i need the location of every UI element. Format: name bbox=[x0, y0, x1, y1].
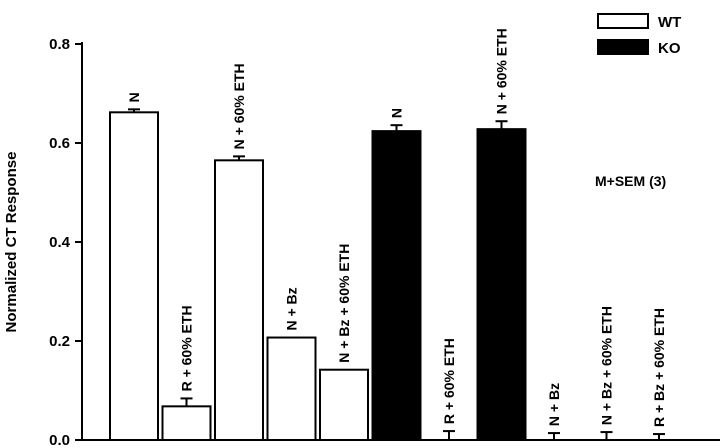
bar-ko bbox=[476, 128, 527, 441]
bar-label: N + Bz bbox=[546, 383, 562, 426]
bars: N R + 60% ETH N + 60% ETH N + Bz N + Bz + 60… bbox=[109, 28, 667, 441]
y-tick-label: 0.2 bbox=[49, 333, 70, 350]
legend-swatch-ko bbox=[597, 39, 649, 55]
legend-label-ko: KO bbox=[658, 40, 681, 57]
bar-wt bbox=[266, 336, 317, 441]
y-tick-label: 0.4 bbox=[49, 234, 71, 251]
bar-label: N + Bz bbox=[284, 287, 300, 330]
bar-wt bbox=[214, 159, 264, 441]
y-tick-label: 0.8 bbox=[49, 36, 70, 53]
y-axis-label: Normalized CT Response bbox=[3, 152, 20, 333]
legend: WT KO bbox=[597, 13, 681, 57]
bar-label: N + 60% ETH bbox=[231, 63, 247, 149]
chart-note: M+SEM (3) bbox=[595, 173, 666, 189]
bar-label: N + 60% ETH bbox=[494, 28, 510, 114]
bar-label: R + Bz + 60% ETH bbox=[651, 308, 667, 427]
bar-wt bbox=[161, 405, 212, 441]
legend-swatch-wt bbox=[597, 13, 649, 29]
y-tick-label: 0.6 bbox=[49, 135, 70, 152]
bar-label: N + Bz + 60% ETH bbox=[336, 244, 352, 363]
bar-label: N + Bz + 60% ETH bbox=[599, 306, 615, 425]
bar-wt bbox=[109, 111, 159, 441]
y-tick-label: 0.0 bbox=[49, 432, 70, 448]
bar-label: N bbox=[389, 108, 405, 118]
bar-label: R + 60% ETH bbox=[441, 338, 457, 424]
legend-label-wt: WT bbox=[658, 14, 681, 31]
bar-wt bbox=[319, 368, 369, 441]
bar-label: N bbox=[126, 92, 142, 102]
bar-ko bbox=[371, 130, 422, 441]
bar-label: R + 60% ETH bbox=[179, 305, 195, 391]
